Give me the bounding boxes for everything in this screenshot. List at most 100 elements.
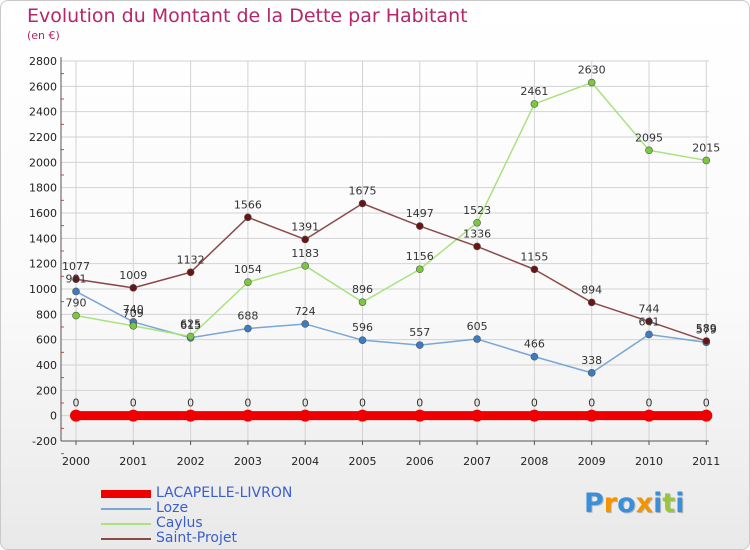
data-label: 579	[696, 323, 717, 336]
legend-label: LACAPELLE-LIVRON	[156, 485, 293, 501]
data-point	[129, 322, 138, 330]
logo-letter: o	[617, 488, 636, 519]
x-tick-label: 2002	[177, 455, 205, 468]
data-label: 1336	[463, 227, 491, 240]
x-tick-label: 2000	[62, 455, 90, 468]
data-label: 2461	[520, 85, 548, 98]
data-point	[702, 337, 711, 345]
data-point	[645, 330, 653, 339]
y-tick-label: 2000	[29, 156, 57, 169]
legend-swatch	[101, 490, 151, 498]
x-tick-label: 2001	[119, 455, 147, 468]
data-label: 605	[467, 320, 488, 333]
logo-letter: P	[584, 488, 604, 519]
data-label: 338	[581, 354, 602, 367]
data-point	[587, 369, 596, 377]
x-tick-label: 2004	[291, 455, 319, 468]
data-label: 0	[703, 397, 710, 410]
data-label: 1391	[291, 220, 319, 233]
data-point	[702, 156, 711, 165]
data-point	[645, 317, 653, 326]
data-point	[186, 268, 195, 277]
y-tick-label: 400	[36, 359, 57, 372]
data-point	[129, 284, 138, 292]
data-point	[358, 298, 367, 306]
data-point	[585, 409, 598, 422]
data-point	[301, 320, 310, 328]
data-label: 589	[696, 322, 717, 335]
y-tick-label: 2200	[29, 131, 57, 144]
legend-swatch	[101, 508, 151, 510]
data-label: 0	[302, 397, 309, 410]
data-label: 2630	[578, 64, 606, 77]
logo-letter: i	[653, 488, 663, 519]
data-label: 0	[531, 397, 538, 410]
data-label: 1497	[406, 207, 434, 220]
data-point	[413, 409, 426, 422]
data-point	[72, 311, 80, 320]
data-point	[356, 409, 369, 422]
data-label: 1155	[520, 250, 548, 263]
data-label: 1675	[349, 185, 377, 198]
x-tick-label: 2008	[520, 455, 548, 468]
data-point	[72, 287, 80, 296]
data-label: 0	[359, 397, 366, 410]
data-point	[471, 409, 484, 422]
data-label: 0	[474, 397, 481, 410]
data-point	[415, 341, 424, 349]
legend-label: Caylus	[156, 515, 203, 531]
data-label: 790	[66, 297, 87, 310]
data-point	[244, 278, 252, 286]
data-label: 615	[180, 319, 201, 332]
data-label: 2095	[635, 131, 663, 144]
data-label: 1523	[463, 204, 491, 217]
logo-letter: r	[603, 488, 618, 519]
data-label: 1009	[119, 269, 147, 282]
data-label: 0	[130, 397, 137, 410]
x-tick-label: 2005	[349, 455, 377, 468]
data-label: 724	[295, 305, 316, 318]
x-tick-label: 2007	[463, 455, 491, 468]
logo-letter: t	[662, 488, 676, 519]
data-point	[530, 265, 539, 274]
x-tick-label: 2003	[234, 455, 262, 468]
data-point	[415, 265, 424, 274]
data-label: 557	[409, 326, 430, 339]
data-point	[184, 409, 197, 422]
data-point	[473, 335, 481, 343]
data-point	[645, 146, 653, 155]
chart-title: Evolution du Montant de la Dette par Hab…	[27, 5, 468, 27]
data-label: 1566	[234, 198, 262, 211]
data-point	[301, 262, 310, 270]
x-tick-label: 2006	[406, 455, 434, 468]
proxiti-logo: Proxiti	[584, 488, 685, 519]
y-tick-label: 1000	[29, 283, 57, 296]
data-label: 0	[187, 397, 194, 410]
data-point	[241, 409, 254, 422]
data-point	[72, 275, 80, 284]
x-tick-label: 2011	[692, 455, 720, 468]
data-label: 894	[581, 283, 602, 296]
data-label: 981	[66, 272, 87, 285]
data-label: 0	[646, 397, 653, 410]
y-tick-label: 1400	[29, 232, 57, 245]
data-point	[301, 235, 310, 244]
data-point	[530, 100, 539, 108]
x-tick-label: 2009	[578, 455, 606, 468]
data-point	[244, 213, 252, 222]
data-label: 641	[639, 315, 660, 328]
y-tick-label: 2800	[29, 55, 57, 68]
data-label: 1183	[291, 247, 319, 260]
y-tick-label: 2400	[29, 106, 57, 119]
y-tick-label: 600	[36, 334, 57, 347]
logo-letter: x	[635, 488, 654, 519]
data-point	[643, 409, 655, 422]
data-label: 740	[123, 303, 144, 316]
data-label: 1077	[62, 260, 90, 273]
data-point	[530, 352, 539, 361]
data-label: 2015	[692, 141, 720, 154]
data-point	[186, 332, 195, 341]
data-label: 896	[352, 283, 373, 296]
